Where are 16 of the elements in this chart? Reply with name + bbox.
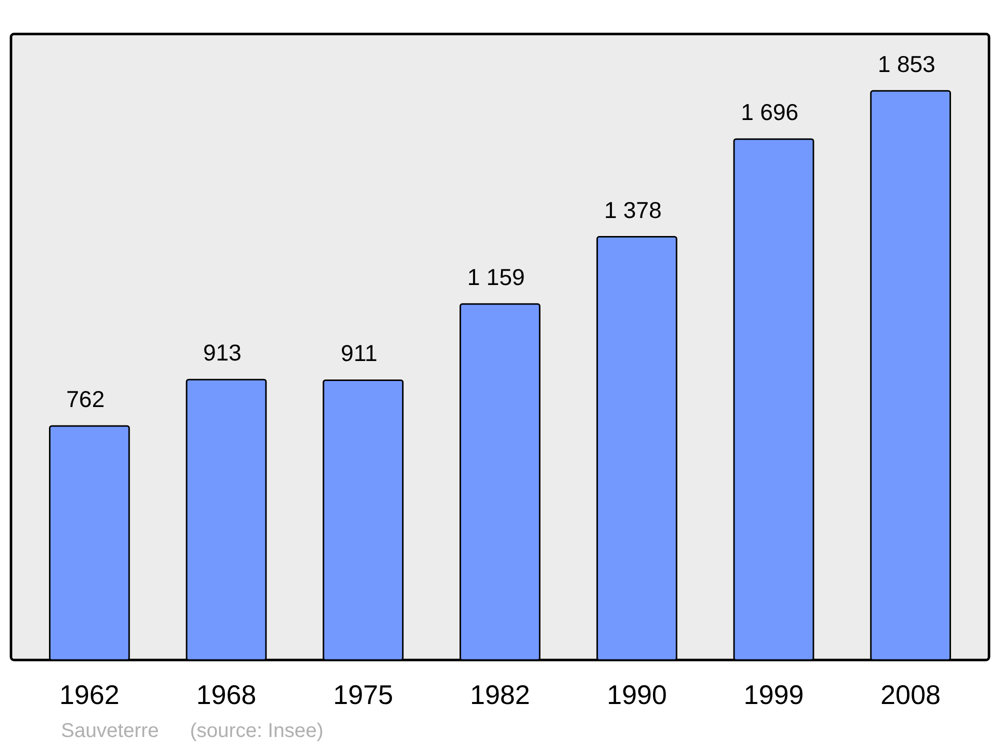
- x-tick-label: 1975: [333, 680, 394, 710]
- text: Sauveterre: [61, 720, 159, 742]
- data-label: 1 378: [604, 196, 662, 223]
- x-tick-label: 1999: [744, 680, 804, 710]
- data-label: 762: [66, 386, 105, 412]
- data-label: 1 159: [467, 264, 525, 290]
- data-label: 1 853: [878, 50, 936, 77]
- x-tick-label: 1962: [59, 680, 120, 710]
- data-label: 913: [203, 340, 242, 366]
- x-tick-label: 1982: [470, 680, 530, 710]
- x-tick-label: 1990: [606, 680, 667, 710]
- x-tick-label: 2008: [880, 680, 941, 710]
- x-tick-label: 1968: [196, 680, 256, 710]
- text: (source: Insee): [190, 720, 324, 742]
- data-label: 1 696: [740, 99, 798, 126]
- data-label: 911: [340, 340, 378, 366]
